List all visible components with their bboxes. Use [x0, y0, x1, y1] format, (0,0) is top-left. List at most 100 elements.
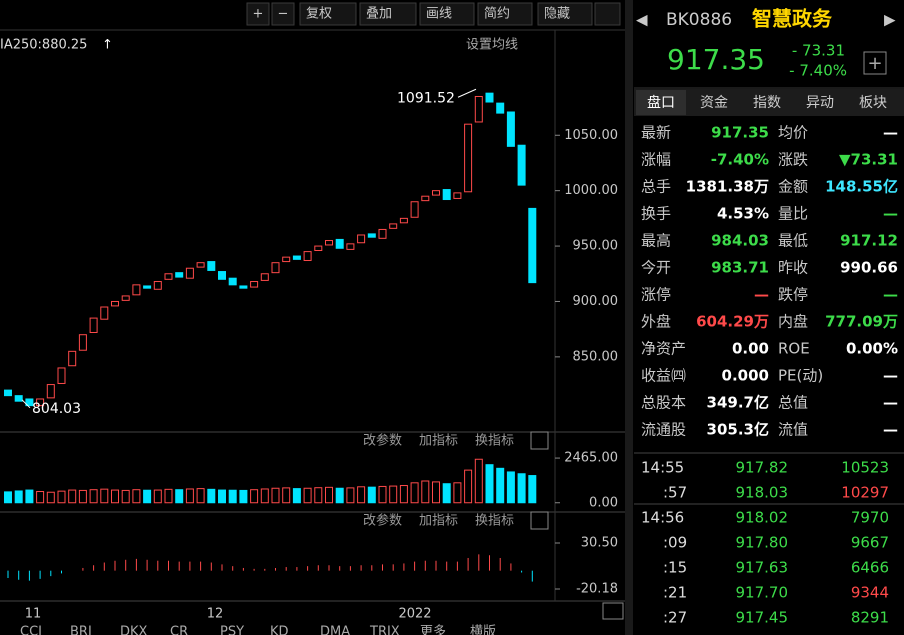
stat-label: 收益㈣	[641, 367, 686, 385]
volume-bar	[25, 489, 34, 504]
candle-body	[442, 189, 451, 201]
volume-bar	[464, 469, 473, 504]
change-pct: - 7.40%	[789, 62, 847, 80]
indicator-tab[interactable]: CCI	[20, 625, 42, 635]
candle-body	[282, 256, 291, 263]
panel-button[interactable]: 换指标	[475, 434, 514, 449]
splitter[interactable]	[625, 0, 633, 635]
indicator-tab[interactable]: PSY	[220, 625, 244, 635]
volume-bar	[303, 487, 312, 504]
candle-body	[528, 207, 537, 284]
stat-label: ROE	[778, 340, 810, 358]
y-tick-label: 1000.00	[564, 183, 618, 198]
tab[interactable]: 异动	[806, 95, 834, 111]
volume-bar	[228, 489, 237, 504]
candle-body	[78, 334, 87, 351]
candle-body	[239, 285, 248, 289]
prev-arrow[interactable]: ◀	[636, 11, 648, 29]
candle-body	[410, 201, 419, 218]
indicator-tab[interactable]: DMA	[320, 625, 350, 635]
stat-value: —	[883, 124, 898, 142]
toolbar-button[interactable]	[477, 2, 533, 26]
add-button[interactable]	[863, 51, 887, 75]
stat-value: 0.00%	[846, 340, 898, 358]
tab[interactable]: 指数	[753, 95, 781, 111]
stat-label: 涨停	[641, 286, 671, 304]
indicator-tab[interactable]: 更多	[420, 624, 446, 635]
trade-volume: 7970	[851, 509, 889, 527]
y-tick-label: 30.50	[581, 536, 618, 551]
volume-bar	[164, 488, 173, 504]
close-button[interactable]	[530, 431, 549, 450]
trade-time: 14:55	[641, 459, 684, 477]
volume-bar	[36, 491, 45, 504]
toolbar-label: 隐藏	[544, 7, 570, 22]
volume-bar	[453, 482, 462, 504]
indicator-tab[interactable]: TRIX	[369, 625, 400, 635]
toolbar-button[interactable]	[359, 2, 417, 26]
panel-button[interactable]: 换指标	[475, 514, 514, 529]
x-axis-label: 12	[207, 607, 224, 622]
candle-body	[25, 398, 34, 407]
candle-body	[335, 238, 344, 249]
tab[interactable]: 盘口	[647, 94, 675, 111]
panel-button[interactable]: 加指标	[419, 514, 458, 529]
volume-bar	[282, 487, 291, 504]
volume-bar	[100, 488, 109, 504]
volume-bar	[143, 489, 152, 504]
toolbar-label: 画线	[426, 7, 452, 22]
next-arrow[interactable]: ▶	[884, 11, 896, 29]
trade-time: :21	[663, 584, 687, 602]
candle-body	[196, 262, 205, 268]
panel-button[interactable]: 改参数	[363, 513, 402, 529]
candle-body	[250, 281, 259, 288]
indicator-tab[interactable]: CR	[170, 625, 188, 635]
volume-bar	[496, 467, 505, 504]
toolbar-button[interactable]	[299, 2, 357, 26]
scroll-button[interactable]	[602, 602, 624, 620]
stat-value: 1381.38万	[686, 178, 769, 196]
indicator-tab[interactable]: 横版	[470, 625, 496, 635]
stat-value: —	[883, 286, 898, 304]
volume-bar	[378, 485, 387, 504]
candle-body	[89, 317, 98, 333]
toolbar-button[interactable]	[419, 2, 475, 26]
trade-price: 917.45	[736, 609, 789, 627]
candle-body	[164, 273, 173, 280]
tab[interactable]: 板块	[859, 95, 887, 111]
toolbar-button[interactable]	[537, 2, 593, 26]
candle-body	[4, 389, 12, 397]
indicator-tab[interactable]: BRI	[70, 625, 92, 635]
stat-label: 总股本	[641, 394, 686, 412]
trade-price: 917.82	[736, 459, 789, 477]
annotation-arrow	[21, 399, 31, 409]
candle-body	[100, 306, 109, 320]
indicator-tab[interactable]: KD	[270, 625, 289, 635]
volume-bar	[239, 489, 248, 504]
volume-bar	[325, 486, 333, 504]
y-tick-label: 2465.00	[564, 451, 618, 466]
stat-label: 流值	[778, 421, 808, 439]
close-button[interactable]	[530, 511, 549, 530]
volume-bar	[14, 490, 23, 504]
indicator-tab[interactable]: DKX	[120, 625, 148, 635]
candle-body	[185, 267, 194, 279]
candle-body	[228, 277, 237, 286]
candle-body	[453, 192, 462, 199]
volume-bar	[357, 486, 366, 504]
stat-value: 917.35	[711, 124, 769, 142]
toolbar-button[interactable]	[594, 2, 621, 26]
panel-button[interactable]: 改参数	[363, 433, 402, 449]
toolbar-button[interactable]	[271, 2, 295, 26]
toolbar-button[interactable]	[246, 2, 270, 26]
ma-settings: 设置均线	[466, 38, 518, 53]
volume-bar	[153, 489, 162, 504]
candle-body	[143, 285, 152, 289]
tab[interactable]: 资金	[700, 95, 728, 111]
panel-button[interactable]: 加指标	[419, 434, 458, 449]
stat-label: 总手	[641, 178, 671, 196]
toolbar-label: −	[278, 7, 289, 22]
candle-body	[314, 245, 323, 251]
volume-bar	[346, 487, 355, 504]
